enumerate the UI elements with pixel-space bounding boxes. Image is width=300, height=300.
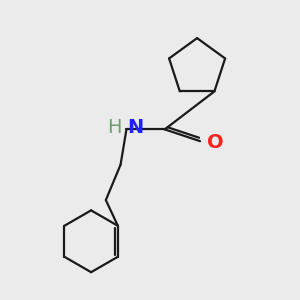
Text: N: N: [128, 118, 144, 137]
Text: H: H: [106, 118, 121, 137]
Text: O: O: [207, 133, 224, 152]
